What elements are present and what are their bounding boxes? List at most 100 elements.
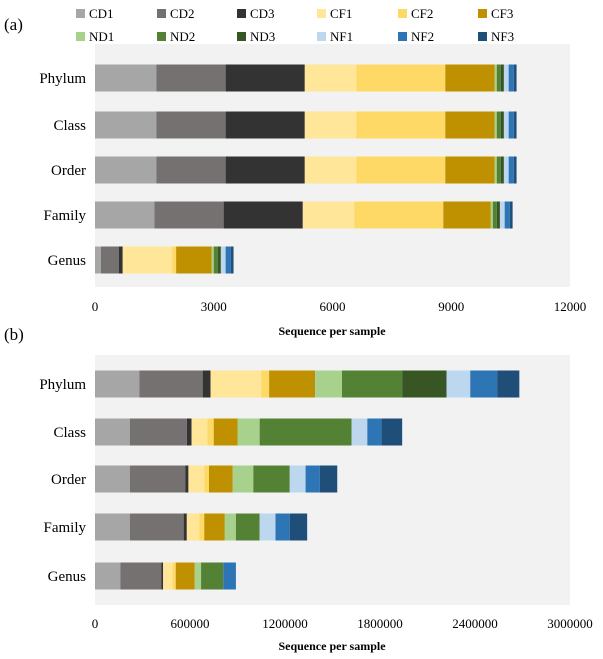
bar-a-phylum-cd2: [156, 64, 226, 92]
legend-label-nd3: ND3: [250, 29, 275, 44]
x-tick-a-3000: 3000: [201, 299, 227, 314]
x-axis-title-b: Sequence per sample: [278, 639, 386, 653]
y-tick-labels-b: Phylum Class Order Family Genus: [39, 377, 86, 585]
bar-b-genus-cd3: [161, 562, 164, 590]
legend-label-cd2: CD2: [170, 6, 195, 21]
bar-a-phylum-cf3: [445, 64, 495, 92]
y-tick-a-phylum: Phylum: [39, 71, 86, 87]
bar-b-phylum-cd2: [139, 370, 203, 398]
bar-a-genus-nf2: [225, 246, 231, 274]
bar-b-family-cd2: [129, 513, 184, 541]
bar-a-phylum-cd3: [225, 64, 305, 92]
bar-a-order-cf3: [445, 156, 495, 184]
x-tick-b-1200000: 1200000: [262, 616, 308, 631]
legend-swatch-cf1: [317, 9, 326, 18]
bar-b-genus-nd2: [201, 562, 224, 590]
bar-a-family-nf1: [499, 201, 505, 229]
bar-a-family-nd2: [492, 201, 497, 229]
bar-a-order-nd2: [496, 156, 501, 184]
legend-label-nf2: NF2: [411, 29, 434, 44]
bar-a-genus-nd1: [211, 246, 214, 274]
legend-swatch-cf3: [478, 9, 487, 18]
bar-b-phylum-nf1: [446, 370, 471, 398]
legend-swatch-cf2: [398, 9, 407, 18]
legend-label-nd1: ND1: [89, 29, 114, 44]
x-tick-a-0: 0: [92, 299, 99, 314]
bar-a-genus-cf3: [176, 246, 212, 274]
bars-a: [95, 64, 517, 274]
bar-b-order-cd1: [95, 465, 130, 493]
legend-label-nf3: NF3: [491, 29, 514, 44]
bar-b-family-cf3: [204, 513, 225, 541]
bar-a-order-nd1: [494, 156, 497, 184]
bar-b-family-cf1: [186, 513, 200, 541]
bar-b-family-nf1: [259, 513, 276, 541]
bar-b-family-nf3: [289, 513, 308, 541]
bar-a-phylum-nd2: [496, 64, 501, 92]
x-tick-b-1800000: 1800000: [357, 616, 403, 631]
bar-a-genus-cd2: [100, 246, 119, 274]
bar-a-genus-nd3: [217, 246, 221, 274]
x-tick-a-9000: 9000: [438, 299, 464, 314]
bar-b-family-nd1: [224, 513, 236, 541]
bar-a-order-nf3: [513, 156, 517, 184]
bar-a-family-nf2: [504, 201, 510, 229]
bar-b-class-cd2: [129, 418, 187, 446]
bar-b-class-cf2: [207, 418, 214, 446]
bar-a-class-nf1: [503, 111, 509, 139]
x-tick-labels-a: 0 3000 6000 9000 12000: [92, 299, 587, 314]
y-tick-a-order: Order: [51, 163, 86, 179]
bar-b-phylum-nf2: [470, 370, 498, 398]
legend-label-cd3: CD3: [250, 6, 275, 21]
bar-a-family-cf2: [354, 201, 444, 229]
bar-a-order-nd3: [500, 156, 504, 184]
bar-b-genus-nf2: [223, 562, 236, 590]
y-tick-labels-a: Phylum Class Order Family Genus: [39, 71, 86, 269]
legend-label-cf2: CF2: [411, 6, 433, 21]
bar-b-order-cd3: [185, 465, 189, 493]
bar-b-class-cd3: [186, 418, 192, 446]
bar-a-class-cf2: [356, 111, 446, 139]
bar-a-phylum-nd3: [500, 64, 504, 92]
bars-b: [95, 370, 520, 590]
bar-b-class-nf1: [351, 418, 368, 446]
bar-b-family-nd2: [235, 513, 260, 541]
bar-a-order-nf1: [503, 156, 509, 184]
bar-b-class-cf3: [213, 418, 238, 446]
bar-a-phylum-cd1: [95, 64, 157, 92]
bar-b-class-cd1: [95, 418, 130, 446]
legend-swatch-cd1: [76, 9, 85, 18]
bar-b-phylum-nd1: [315, 370, 342, 398]
x-tick-a-12000: 12000: [554, 299, 587, 314]
panel-a: (a) Phylum Class Order Family Genus 0 3000 600…: [4, 15, 586, 338]
bar-b-family-cf2: [199, 513, 205, 541]
bar-b-order-nf1: [289, 465, 306, 493]
bar-a-class-nd3: [500, 111, 504, 139]
bar-b-family-cd1: [95, 513, 130, 541]
bar-b-phylum-cf3: [269, 370, 316, 398]
legend-swatch-nf1: [317, 32, 326, 41]
bar-a-family-cd3: [223, 201, 303, 229]
legend-swatch-cd3: [237, 9, 246, 18]
y-tick-b-class: Class: [53, 425, 86, 441]
legend-label-nd2: ND2: [170, 29, 195, 44]
bar-a-genus-cf1: [122, 246, 173, 274]
bar-a-genus-cd3: [118, 246, 123, 274]
bar-b-class-cf1: [191, 418, 208, 446]
panel-b: (b) Phylum Class Order Family Genus 0 600000 1…: [4, 325, 593, 653]
y-tick-b-order: Order: [51, 472, 86, 488]
y-tick-a-family: Family: [43, 208, 86, 224]
bar-a-phylum-nd1: [494, 64, 497, 92]
bar-a-family-cf1: [302, 201, 355, 229]
bar-a-class-cf3: [445, 111, 495, 139]
bar-a-class-nf2: [508, 111, 514, 139]
bar-b-phylum-nf3: [497, 370, 520, 398]
bar-a-genus-nf3: [230, 246, 234, 274]
bar-a-order-nf2: [508, 156, 514, 184]
legend-label-cd1: CD1: [89, 6, 114, 21]
panel-label-b: (b): [4, 325, 24, 344]
bar-a-class-cd3: [225, 111, 305, 139]
bar-a-family-cd2: [154, 201, 224, 229]
bar-a-class-cd1: [95, 111, 157, 139]
legend-label-nf1: NF1: [330, 29, 353, 44]
